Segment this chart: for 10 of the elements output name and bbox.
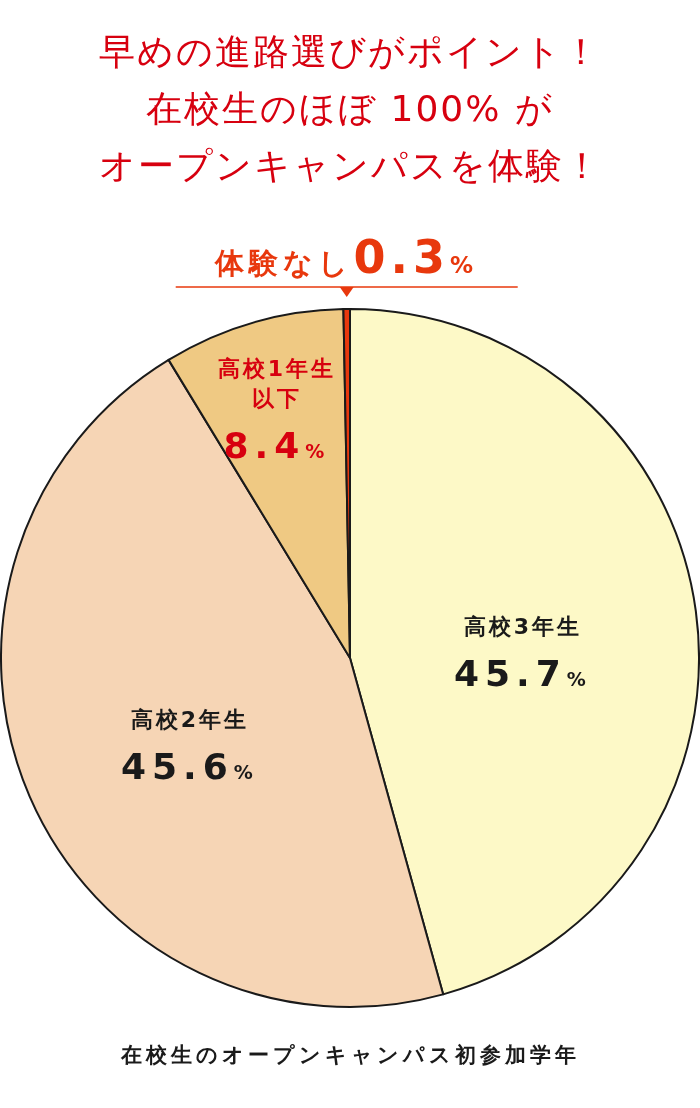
annotation: 在校生のオープンキャンパス初参加学年 xyxy=(120,1043,580,1067)
data-label: 45.6% xyxy=(120,746,259,788)
data-label: 8.4% xyxy=(223,424,331,466)
data-label: 0.3% xyxy=(353,230,478,284)
slice-label: 高校2年生 xyxy=(130,707,250,733)
slice-label: 高校3年生 xyxy=(463,614,583,640)
chart-title: 早めの進路選びがポイント！在校生のほぼ 100% がオープンキャンパスを体験！ xyxy=(98,31,602,186)
slice-label: 体験なし xyxy=(214,246,354,280)
slice-label: 高校1年生以下 xyxy=(217,355,337,411)
data-label: 45.7% xyxy=(453,653,592,695)
